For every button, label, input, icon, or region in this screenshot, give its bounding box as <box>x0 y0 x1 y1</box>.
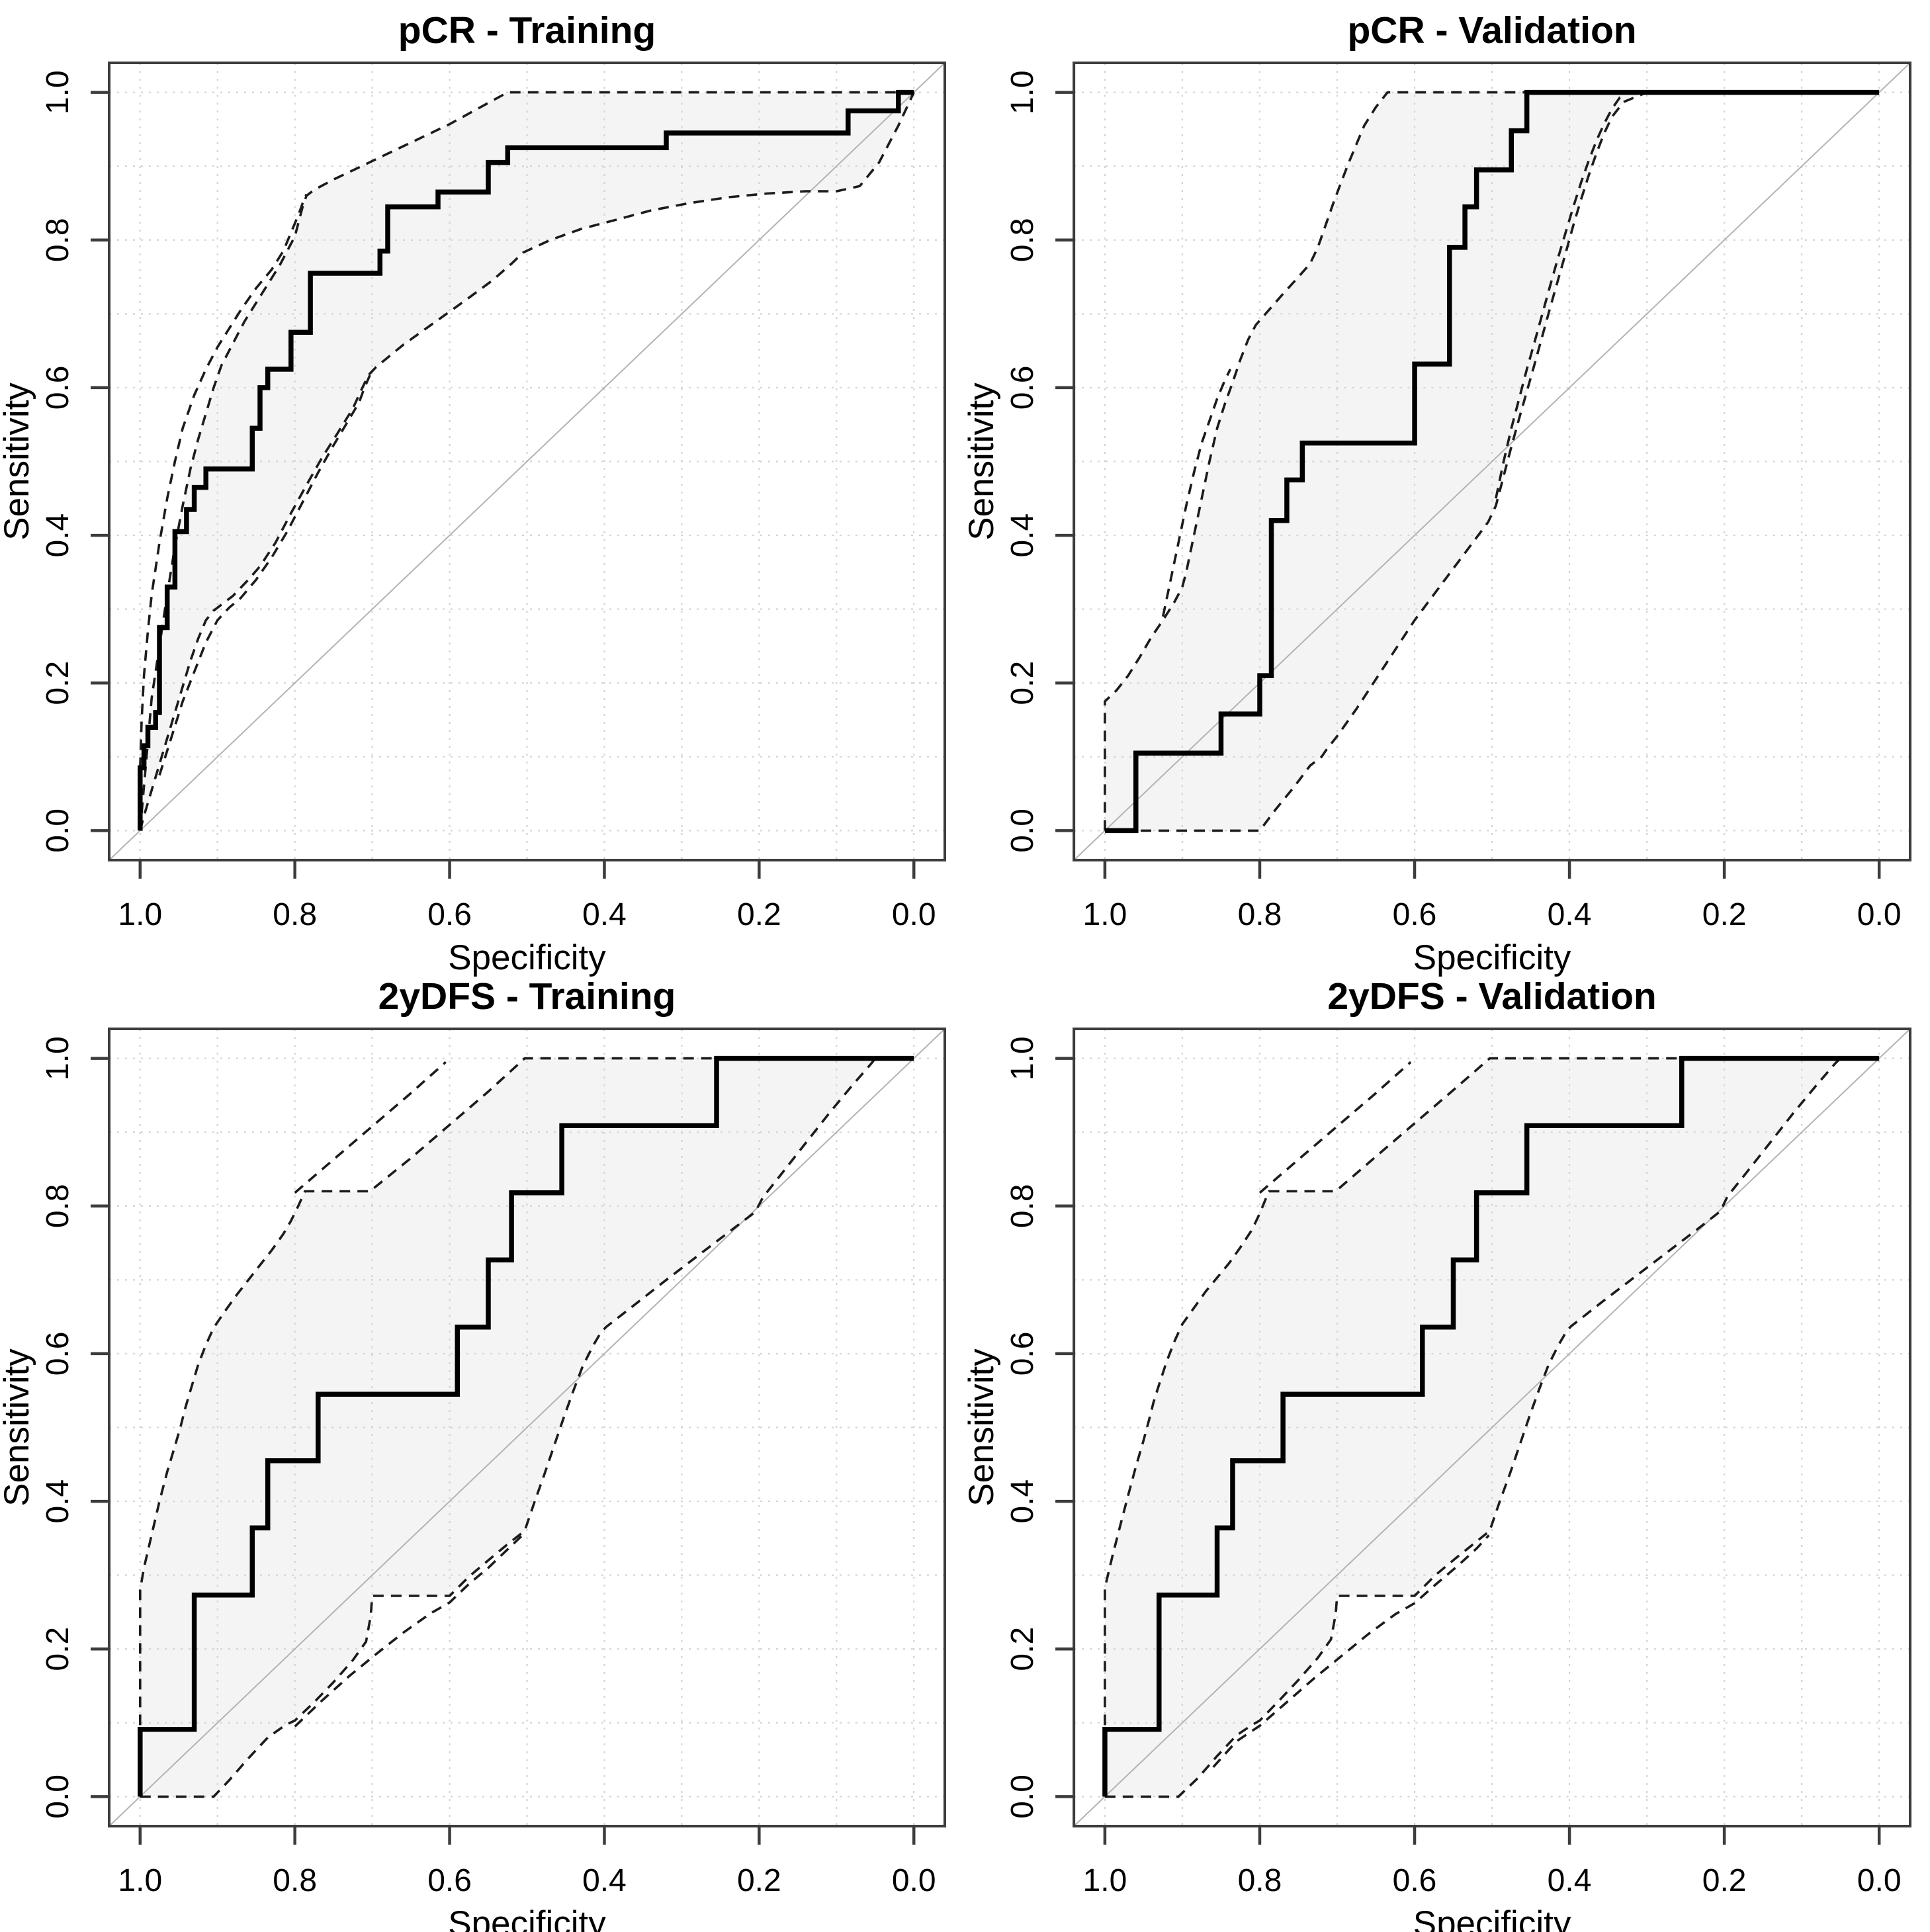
y-tick-label: 0.2 <box>40 661 75 705</box>
plot-border <box>1073 62 1911 861</box>
x-axis-label: Specificity <box>1413 1904 1571 1932</box>
roc-plot-pcr-training: 1.0 0.8 0.6 0.4 0.2 0.0 0.0 0.2 0.4 0.6 0.8 1.0 Spec… <box>0 9 946 977</box>
y-tick-label: 1.0 <box>1005 70 1040 114</box>
x-axis-label: Specificity <box>448 938 606 977</box>
ci-lower-bound-secondary <box>1212 1534 1490 1768</box>
x-tick-label: 0.2 <box>737 897 781 932</box>
y-tick-label: 0.8 <box>40 1184 75 1228</box>
x-axis-label: Specificity <box>448 1904 606 1932</box>
x-tick-label: 0.4 <box>1548 897 1592 932</box>
y-tick-label: 0.2 <box>40 1627 75 1671</box>
plot-border <box>108 62 946 861</box>
x-tick-label: 0.0 <box>1857 1863 1902 1898</box>
chance-diagonal <box>109 62 945 861</box>
x-tick-label: 0.6 <box>1393 897 1437 932</box>
roc-curve <box>138 1055 914 1797</box>
panel-title: 2yDFS - Validation <box>1327 975 1656 1018</box>
ci-upper-bound <box>1104 1057 1841 1797</box>
ci-lower-bound <box>140 1057 877 1798</box>
y-tick-label: 0.0 <box>1005 809 1040 853</box>
y-axis-label: Sensitivity <box>0 1348 36 1507</box>
confidence-band <box>140 92 914 831</box>
y-tick-label: 1.0 <box>40 1036 75 1080</box>
x-tick-label: 0.2 <box>1702 897 1747 932</box>
y-tick-label: 0.6 <box>1005 1332 1040 1376</box>
y-tick-label: 0.8 <box>40 218 75 262</box>
panel-2ydfs-validation: 1.0 0.8 0.6 0.4 0.2 0.0 0.0 0.2 0.4 0.6 0.8 1.0 Spec… <box>962 966 1930 1932</box>
ci-upper-bound-secondary <box>1161 369 1232 617</box>
ci-upper-bound <box>139 91 914 831</box>
y-axis-label: Sensitivity <box>962 1348 1001 1507</box>
ci-upper-bound <box>139 1057 875 1797</box>
x-tick-label: 0.4 <box>582 1863 627 1898</box>
y-tick-label: 0.2 <box>1005 1627 1040 1671</box>
x-tick-label: 0.4 <box>1548 1863 1592 1898</box>
y-tick-label: 0.6 <box>40 366 75 410</box>
ci-lower-bound-secondary <box>294 1533 524 1728</box>
x-tick-label: 0.4 <box>582 897 627 932</box>
panel-2ydfs-training: 1.0 0.8 0.6 0.4 0.2 0.0 0.0 0.2 0.4 0.6 0.8 1.0 Spec… <box>0 966 965 1932</box>
y-tick-label: 0.2 <box>1005 661 1040 705</box>
panel-title: pCR - Training <box>398 9 656 52</box>
y-axis-label: Sensitivity <box>0 382 36 541</box>
y-axis-label: Sensitivity <box>962 382 1001 541</box>
plot-border <box>108 1028 946 1827</box>
ci-upper-bound <box>1104 91 1647 831</box>
roc-plot-pcr-validation: 1.0 0.8 0.6 0.4 0.2 0.0 0.0 0.2 0.4 0.6 0.8 1.0 Spec… <box>962 9 1911 977</box>
roc-plot-2ydfs-training: 1.0 0.8 0.6 0.4 0.2 0.0 0.0 0.2 0.4 0.6 0.8 1.0 Spec… <box>0 975 946 1932</box>
y-tick-label: 0.4 <box>40 513 75 558</box>
x-tick-label: 0.2 <box>1702 1863 1747 1898</box>
roc-curve <box>1104 89 1880 834</box>
panel-pcr-training: 1.0 0.8 0.6 0.4 0.2 0.0 0.0 0.2 0.4 0.6 0.8 1.0 Spec… <box>0 0 965 977</box>
x-tick-label: 0.6 <box>427 1863 472 1898</box>
y-tick-label: 1.0 <box>40 70 75 114</box>
y-tick-label: 0.4 <box>40 1479 75 1524</box>
panel-title: pCR - Validation <box>1347 9 1636 52</box>
ci-lower-bound <box>1104 91 1647 832</box>
y-tick-label: 0.4 <box>1005 513 1040 558</box>
x-axis-label: Specificity <box>1413 938 1571 977</box>
x-tick-label: 0.0 <box>892 1863 936 1898</box>
x-tick-label: 1.0 <box>118 897 162 932</box>
y-tick-label: 0.0 <box>40 1775 75 1819</box>
x-tick-label: 1.0 <box>1083 897 1127 932</box>
y-tick-label: 0.8 <box>1005 1184 1040 1228</box>
x-tick-label: 0.6 <box>427 897 472 932</box>
ci-lower-bound-secondary <box>158 374 371 776</box>
y-tick-label: 0.6 <box>40 1332 75 1376</box>
ci-upper-bound-secondary <box>139 193 308 768</box>
x-tick-label: 1.0 <box>1083 1863 1127 1898</box>
x-tick-label: 1.0 <box>118 1863 162 1898</box>
plot-border <box>1073 1028 1911 1827</box>
x-tick-label: 0.8 <box>273 1863 317 1898</box>
ci-upper-bound-secondary <box>294 1061 447 1194</box>
panel-pcr-validation: 1.0 0.8 0.6 0.4 0.2 0.0 0.0 0.2 0.4 0.6 0.8 1.0 Spec… <box>962 0 1930 977</box>
panel-title: 2yDFS - Training <box>378 975 676 1018</box>
ci-lower-bound <box>1104 1057 1841 1798</box>
y-tick-label: 1.0 <box>1005 1036 1040 1080</box>
y-tick-label: 0.4 <box>1005 1479 1040 1524</box>
x-tick-label: 0.8 <box>1238 897 1282 932</box>
roc-plot-2ydfs-validation: 1.0 0.8 0.6 0.4 0.2 0.0 0.0 0.2 0.4 0.6 0.8 1.0 Spec… <box>962 975 1911 1932</box>
chance-diagonal <box>109 1028 945 1827</box>
x-tick-label: 0.8 <box>1238 1863 1282 1898</box>
y-tick-label: 0.0 <box>1005 1775 1040 1819</box>
ci-lower-bound-secondary <box>1495 91 1628 499</box>
x-tick-label: 0.6 <box>1393 1863 1437 1898</box>
y-tick-label: 0.6 <box>1005 366 1040 410</box>
y-tick-label: 0.0 <box>40 809 75 853</box>
roc-curve <box>1102 1055 1880 1797</box>
x-tick-label: 0.0 <box>1857 897 1902 932</box>
x-tick-label: 0.2 <box>737 1863 781 1898</box>
ci-upper-bound-secondary <box>1258 1061 1412 1194</box>
chance-diagonal <box>1073 62 1911 861</box>
y-tick-label: 0.8 <box>1005 218 1040 262</box>
roc-curve <box>138 89 914 831</box>
x-tick-label: 0.8 <box>273 897 317 932</box>
x-tick-label: 0.0 <box>892 897 936 932</box>
chance-diagonal <box>1073 1028 1911 1827</box>
